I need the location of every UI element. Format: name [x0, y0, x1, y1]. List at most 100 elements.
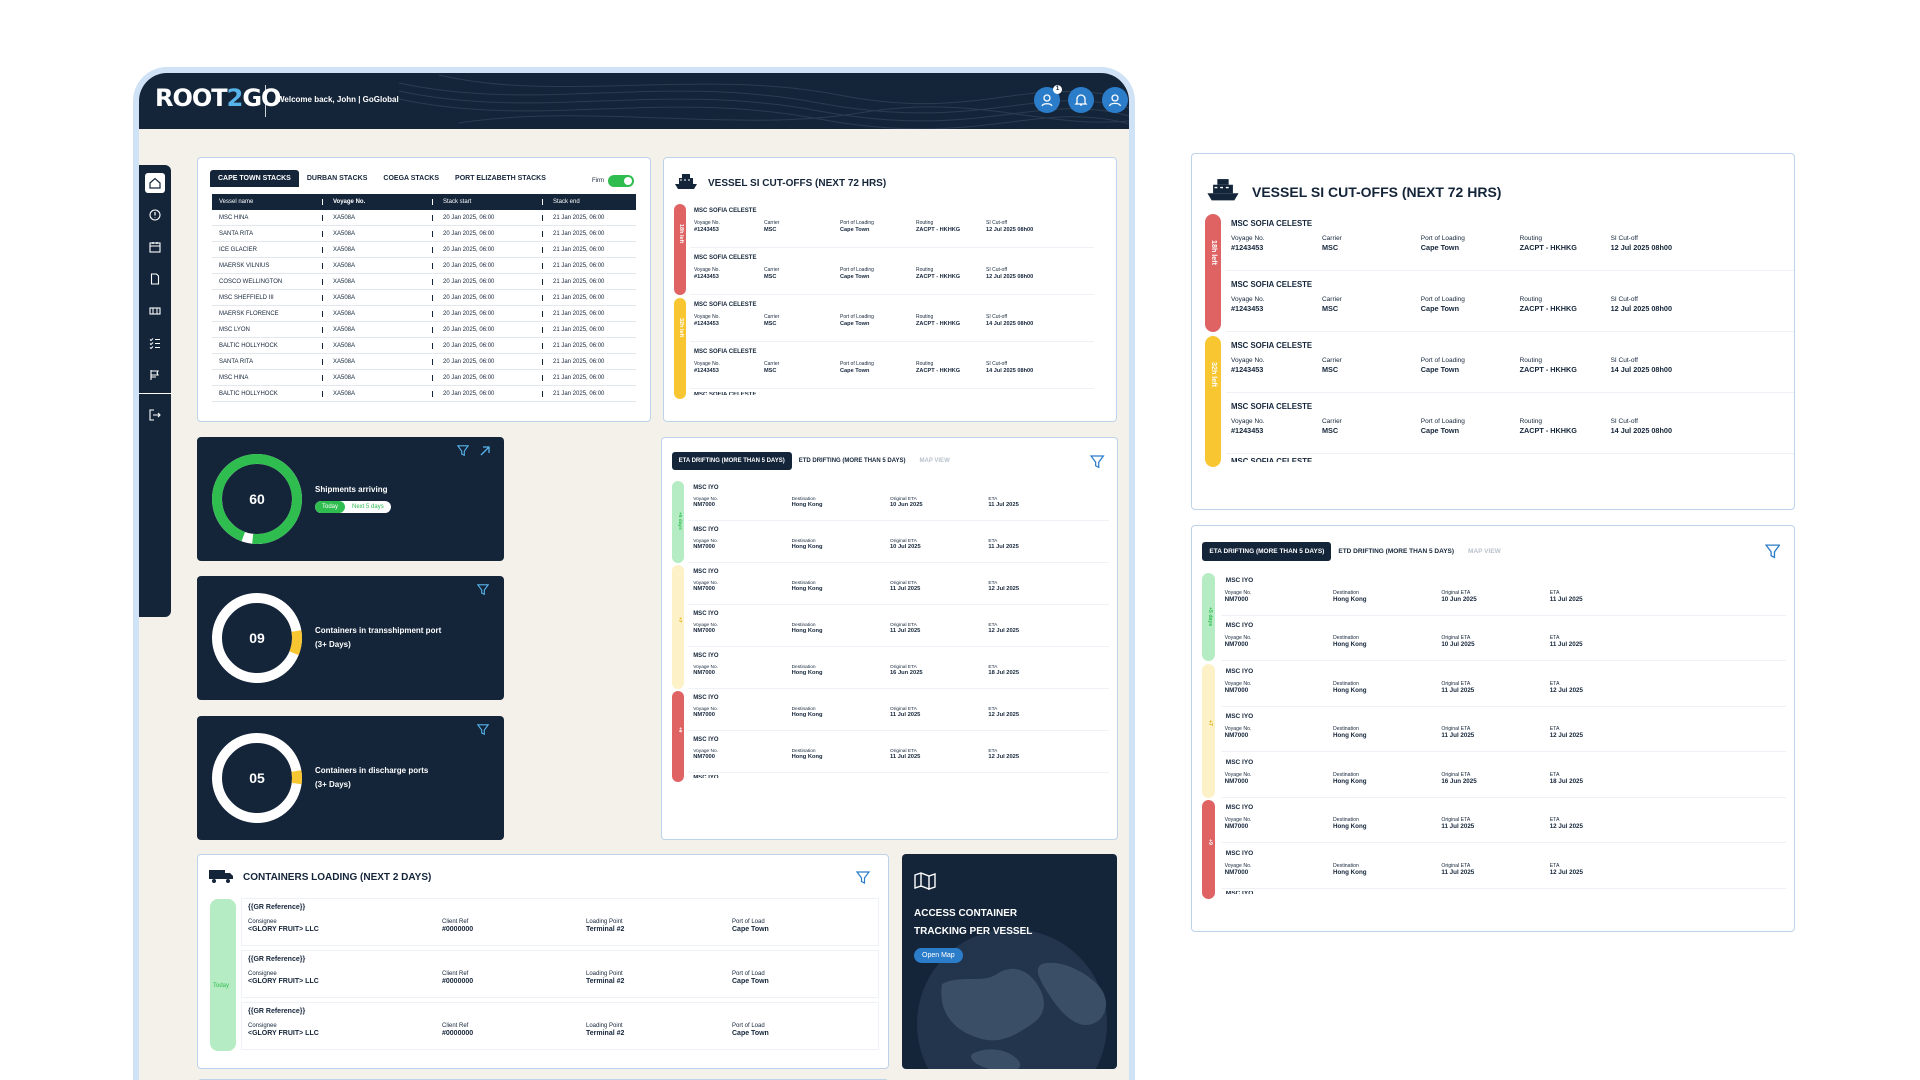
- table-row[interactable]: SANTA RITA XA508A 20 Jan 2025, 06:00 21 Jan…: [212, 226, 636, 242]
- col-vessel-name[interactable]: Vessel name: [219, 199, 254, 205]
- field-value: #0000000: [442, 926, 474, 933]
- drift-item[interactable]: MSC IYO Voyage No. NM7000 Destination Hong K…: [1220, 845, 1786, 889]
- stat-card[interactable]: 05 Containers in discharge ports (3+ Days): [197, 716, 504, 840]
- drift-item[interactable]: MSC IYO Voyage No. NM7000 Destination Hong K…: [1220, 618, 1786, 662]
- vessel-cutoffs-title: VESSEL SI CUT-OFFS (NEXT 72 HRS): [708, 178, 887, 189]
- field-label: ETA: [988, 622, 998, 628]
- stat-donut: 60: [212, 454, 302, 544]
- drift-item[interactable]: MSC IYO Voyage No. NM7000 Destination Hong K…: [1220, 800, 1786, 844]
- home-icon: [149, 177, 161, 189]
- field-label: Destination: [1332, 771, 1359, 778]
- table-cell: 20 Jan 2025, 06:00: [432, 246, 542, 253]
- logo[interactable]: ROOT2GO: [155, 84, 281, 112]
- tab-etd-drifting[interactable]: ETD DRIFTING (MORE THAN 5 DAYS): [798, 458, 906, 465]
- profile-button[interactable]: [1102, 87, 1128, 113]
- col-stack-start[interactable]: Stack start: [432, 199, 542, 205]
- table-row[interactable]: MSC HINA XA508A 20 Jan 2025, 06:00 21 Jan 2…: [212, 210, 636, 226]
- sidebar-item-logout[interactable]: [145, 405, 165, 425]
- sidebar-item-containers[interactable]: [145, 301, 165, 321]
- filter-icon[interactable]: [856, 871, 870, 885]
- sidebar-item-reports[interactable]: [145, 365, 165, 385]
- table-row[interactable]: SANTA RITA XA508A 20 Jan 2025, 06:00 21 Jan…: [212, 354, 636, 370]
- drift-item[interactable]: MSC IYO Voyage No. NM7000 Destination Hong K…: [688, 565, 1110, 605]
- segment-next-5-days[interactable]: Next 5 days: [352, 504, 384, 510]
- segment-today[interactable]: Today: [315, 501, 346, 513]
- ship-icon: [675, 174, 697, 189]
- drift-item[interactable]: MSC IYO Voyage No. NM7000 Destination Hong K…: [1220, 754, 1786, 798]
- stat-card[interactable]: 09 Containers in transshipment port (3+ Da…: [197, 576, 504, 700]
- tab-durban-stacks[interactable]: DURBAN STACKS: [306, 175, 368, 182]
- tab-etd-drifting[interactable]: ETD DRIFTING (MORE THAN 5 DAYS): [1338, 547, 1455, 555]
- field-value: #1243453: [1230, 426, 1264, 436]
- drift-field: ETA 11 Jul 2025: [1550, 590, 1583, 603]
- table-row[interactable]: BALTIC HOLLYHOCK XA508A 20 Jan 2025, 06:00…: [212, 338, 636, 354]
- open-map-button[interactable]: Open Map: [914, 948, 963, 963]
- field-value: Cape Town: [840, 368, 870, 374]
- sidebar-item-home[interactable]: [145, 173, 165, 193]
- vessel-item[interactable]: MSC SOFIA CELESTE Voyage No. #1243453 Carri…: [690, 251, 1094, 295]
- col-voyage-no[interactable]: Voyage No.: [322, 199, 432, 205]
- field-label: Carrier: [1321, 295, 1342, 303]
- field-value: NM7000: [693, 627, 715, 634]
- filter-icon[interactable]: [1090, 455, 1105, 469]
- tab-map-view[interactable]: MAP VIEW: [919, 458, 950, 465]
- vessel-item[interactable]: MSC SOFIA CELESTE Voyage No. #1243453 Carri…: [1225, 274, 1794, 333]
- table-row[interactable]: ICE GLACIER XA508A 20 Jan 2025, 06:00 21 Ja…: [212, 242, 636, 258]
- filter-icon[interactable]: [477, 724, 489, 736]
- drift-item[interactable]: MSC IYO Voyage No. NM7000 Destination Hong K…: [688, 523, 1110, 563]
- vessel-field: Carrier MSC: [1322, 357, 1342, 374]
- table-row[interactable]: MSC SHEFFIELD III XA508A 20 Jan 2025, 06:0…: [212, 290, 636, 306]
- tab-eta-drifting[interactable]: ETA DRIFTING (MORE THAN 5 DAYS): [1202, 541, 1332, 562]
- vessel-item[interactable]: MSC SOFIA CELESTE Voyage No. #1243453 Carri…: [690, 298, 1094, 342]
- table-row[interactable]: MAERSK FLORENCE XA508A 20 Jan 2025, 06:00 2…: [212, 306, 636, 322]
- sidebar-item-documents[interactable]: [145, 269, 165, 289]
- sidebar-item-checklist[interactable]: [145, 333, 165, 353]
- table-row[interactable]: MAERSK VILNIUS XA508A 20 Jan 2025, 06:00 21…: [212, 258, 636, 274]
- vessel-item[interactable]: MSC SOFIA CELESTE Voyage No. #1243453 Carri…: [1225, 397, 1794, 455]
- vessel-field: Carrier MSC: [764, 220, 779, 233]
- table-row[interactable]: MSC LYON XA508A 20 Jan 2025, 06:00 21 Jan 2…: [212, 322, 636, 338]
- filter-icon[interactable]: [457, 445, 469, 457]
- vessel-item[interactable]: MSC SOFIA CELESTE Voyage No. #1243453 Carri…: [1225, 213, 1794, 271]
- table-row[interactable]: MSC HINA XA508A 20 Jan 2025, 06:00 21 Jan 2…: [212, 370, 636, 386]
- loading-item[interactable]: {{GR Reference}} Consignee <GLORY FRUIT> L…: [242, 1003, 878, 1049]
- col-stack-end[interactable]: Stack end: [542, 199, 636, 205]
- filter-icon[interactable]: [1764, 544, 1781, 560]
- tab-cape-town-stacks[interactable]: CAPE TOWN STACKS: [210, 170, 299, 187]
- field-label: Routing: [916, 361, 934, 367]
- vessel-field: Voyage No. #1243453: [694, 220, 720, 233]
- vessel-item[interactable]: MSC SOFIA CELESTE Voyage No. #1243453 Carri…: [1225, 336, 1794, 394]
- table-row[interactable]: COSCO WELLINGTON XA508A 20 Jan 2025, 06:00…: [212, 274, 636, 290]
- sidebar-item-alerts[interactable]: [145, 205, 165, 225]
- loading-item[interactable]: {{GR Reference}} Consignee <GLORY FRUIT> L…: [242, 899, 878, 945]
- filter-icon[interactable]: [477, 584, 489, 596]
- drift-item[interactable]: MSC IYO Voyage No. NM7000 Destination Hong K…: [688, 649, 1110, 689]
- sidebar-item-calendar[interactable]: [145, 237, 165, 257]
- user-switch-button[interactable]: 1: [1034, 85, 1062, 113]
- loading-item[interactable]: {{GR Reference}} Consignee <GLORY FRUIT> L…: [242, 951, 878, 997]
- tab-coega-stacks[interactable]: COEGA STACKS: [383, 175, 440, 182]
- vessel-name: MSC SOFIA CELESTE: [694, 302, 757, 308]
- table-row[interactable]: BALTIC HOLLYHOCK XA508A 20 Jan 2025, 06:00…: [212, 386, 636, 402]
- drift-item[interactable]: MSC IYO Voyage No. NM7000 Destination Hong K…: [1220, 663, 1786, 707]
- tab-port-elizabeth-stacks[interactable]: PORT ELIZABETH STACKS: [455, 175, 546, 182]
- drift-item[interactable]: MSC IYO Voyage No. NM7000 Destination Hong K…: [688, 691, 1110, 731]
- expand-arrow-icon[interactable]: [479, 445, 491, 457]
- drift-item[interactable]: MSC IYO Voyage No. NM7000 Destination Hong K…: [688, 481, 1110, 521]
- field-value: MSC: [1321, 303, 1339, 313]
- drift-item[interactable]: MSC IYO Voyage No. NM7000 Destination Hong K…: [1220, 709, 1786, 753]
- drift-item[interactable]: MSC IYO Voyage No. NM7000 Destination Hong K…: [688, 607, 1110, 647]
- notifications-button[interactable]: [1068, 87, 1094, 113]
- field-label: Carrier: [1321, 356, 1342, 364]
- vessel-name: MSC SOFIA CELESTE: [694, 349, 757, 355]
- vessel-item[interactable]: MSC SOFIA CELESTE Voyage No. #1243453 Carri…: [690, 204, 1094, 248]
- drift-item[interactable]: MSC IYO Voyage No. NM7000 Destination Hong K…: [688, 733, 1110, 773]
- firm-toggle[interactable]: [608, 175, 634, 187]
- tab-eta-drifting[interactable]: ETA DRIFTING (MORE THAN 5 DAYS): [671, 452, 792, 471]
- drift-field: Original ETA 11 Jul 2025: [1441, 863, 1474, 876]
- vessel-item[interactable]: MSC SOFIA CELESTE Voyage No. #1243453 Carri…: [690, 345, 1094, 389]
- stat-card[interactable]: 60 Shipments arriving Today Next 5 days: [197, 437, 504, 561]
- drift-item[interactable]: MSC IYO Voyage No. NM7000 Destination Hong K…: [1220, 572, 1786, 616]
- tab-map-view[interactable]: MAP VIEW: [1468, 547, 1501, 555]
- table-cell: 21 Jan 2025, 06:00: [542, 342, 636, 349]
